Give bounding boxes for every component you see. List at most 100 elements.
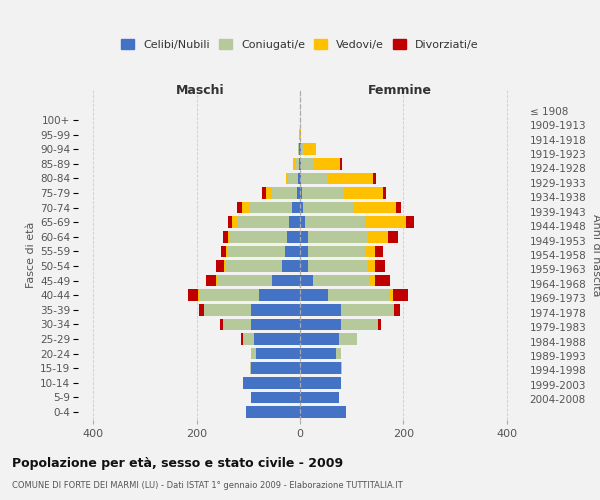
Bar — [375, 260, 385, 272]
Text: Maschi: Maschi — [176, 84, 224, 98]
Y-axis label: Anni di nascita: Anni di nascita — [590, 214, 600, 296]
Bar — [303, 144, 316, 155]
Bar — [300, 348, 336, 360]
Bar — [302, 187, 343, 199]
Legend: Celibi/Nubili, Coniugati/e, Vedovi/e, Divorziati/e: Celibi/Nubili, Coniugati/e, Vedovi/e, Di… — [121, 40, 479, 50]
Bar — [305, 216, 365, 228]
Bar — [302, 202, 354, 213]
Bar — [339, 333, 357, 345]
Bar — [300, 260, 308, 272]
Bar — [365, 216, 406, 228]
Bar — [300, 216, 305, 228]
Bar — [206, 274, 217, 286]
Bar — [367, 231, 388, 242]
Bar — [300, 246, 308, 257]
Bar — [243, 377, 300, 388]
Bar — [300, 231, 308, 242]
Bar — [198, 290, 199, 301]
Bar — [395, 202, 401, 213]
Bar — [370, 274, 375, 286]
Bar — [262, 187, 266, 199]
Bar — [341, 318, 377, 330]
Text: Popolazione per età, sesso e stato civile - 2009: Popolazione per età, sesso e stato civil… — [12, 458, 343, 470]
Bar — [243, 333, 254, 345]
Bar — [272, 274, 300, 286]
Bar — [242, 202, 250, 213]
Bar — [246, 406, 300, 418]
Bar — [375, 246, 383, 257]
Bar — [300, 377, 341, 388]
Bar — [232, 216, 237, 228]
Bar — [301, 172, 327, 184]
Bar — [286, 172, 288, 184]
Bar — [298, 187, 300, 199]
Bar — [313, 274, 370, 286]
Bar — [300, 392, 339, 403]
Bar — [288, 172, 298, 184]
Bar — [406, 216, 413, 228]
Bar — [298, 172, 300, 184]
Bar — [393, 290, 409, 301]
Bar — [251, 362, 300, 374]
Bar — [205, 304, 251, 316]
Bar — [373, 172, 376, 184]
Bar — [221, 246, 226, 257]
Bar — [228, 246, 284, 257]
Bar — [300, 318, 341, 330]
Bar — [300, 158, 301, 170]
Bar — [301, 158, 314, 170]
Bar — [336, 348, 341, 360]
Bar — [284, 246, 300, 257]
Bar — [295, 158, 299, 170]
Bar — [300, 172, 301, 184]
Bar — [379, 318, 381, 330]
Bar — [327, 172, 373, 184]
Bar — [388, 231, 398, 242]
Bar — [354, 202, 395, 213]
Bar — [230, 231, 287, 242]
Bar — [250, 362, 251, 374]
Bar — [308, 260, 367, 272]
Bar — [293, 158, 295, 170]
Bar — [394, 304, 400, 316]
Bar — [314, 158, 340, 170]
Bar — [300, 128, 301, 140]
Bar — [391, 290, 393, 301]
Bar — [251, 348, 256, 360]
Bar — [367, 260, 375, 272]
Bar — [300, 274, 313, 286]
Bar — [228, 231, 230, 242]
Bar — [199, 290, 259, 301]
Bar — [254, 333, 300, 345]
Bar — [237, 216, 289, 228]
Bar — [340, 158, 343, 170]
Bar — [365, 246, 375, 257]
Bar — [289, 216, 300, 228]
Bar — [343, 187, 383, 199]
Bar — [301, 144, 303, 155]
Bar — [250, 202, 292, 213]
Bar — [341, 304, 393, 316]
Bar — [228, 216, 232, 228]
Bar — [393, 304, 394, 316]
Y-axis label: Fasce di età: Fasce di età — [26, 222, 36, 288]
Bar — [272, 187, 298, 199]
Bar — [300, 333, 339, 345]
Bar — [300, 187, 302, 199]
Bar — [226, 246, 228, 257]
Bar — [298, 144, 299, 155]
Bar — [256, 348, 300, 360]
Bar — [328, 290, 391, 301]
Bar — [223, 231, 228, 242]
Bar — [225, 260, 282, 272]
Bar — [241, 333, 243, 345]
Bar — [300, 202, 302, 213]
Bar — [292, 202, 300, 213]
Bar — [217, 274, 272, 286]
Bar — [188, 290, 198, 301]
Bar — [266, 187, 272, 199]
Bar — [299, 158, 300, 170]
Bar — [300, 406, 346, 418]
Bar — [300, 362, 341, 374]
Text: COMUNE DI FORTE DEI MARMI (LU) - Dati ISTAT 1° gennaio 2009 - Elaborazione TUTTI: COMUNE DI FORTE DEI MARMI (LU) - Dati IS… — [12, 481, 403, 490]
